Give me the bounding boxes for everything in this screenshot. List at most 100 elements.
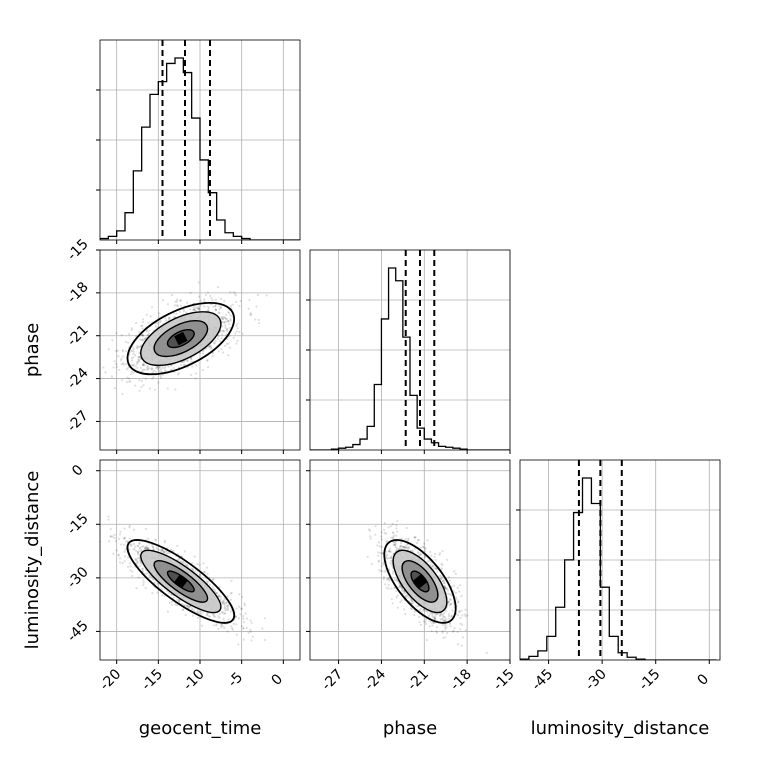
sample-point — [138, 564, 142, 568]
sample-point — [124, 536, 127, 539]
sample-point — [138, 351, 141, 355]
sample-point — [146, 547, 149, 550]
sample-point — [456, 643, 460, 646]
sample-point — [173, 316, 176, 319]
sample-point — [485, 651, 488, 655]
sample-point — [121, 393, 124, 396]
sample-point — [374, 533, 377, 536]
sample-point — [443, 623, 446, 626]
sample-point — [382, 563, 385, 566]
sample-point — [441, 563, 444, 567]
sample-point — [444, 620, 447, 623]
sample-point — [455, 598, 458, 601]
sample-point — [143, 337, 147, 340]
sample-point — [413, 613, 416, 617]
sample-point — [453, 627, 456, 630]
sample-point — [448, 603, 451, 607]
panel-geocent_time-phase — [100, 250, 300, 450]
y-tick-label-phase: -18 — [64, 279, 91, 306]
sample-point — [442, 613, 445, 616]
sample-point — [128, 548, 131, 551]
sample-point — [386, 553, 389, 556]
sample-point — [224, 316, 227, 320]
sample-point — [214, 304, 217, 307]
sample-point — [223, 321, 226, 324]
sample-point — [249, 630, 252, 633]
sample-point — [186, 604, 189, 607]
sample-point — [385, 586, 388, 589]
sample-point — [400, 599, 403, 602]
sample-point — [119, 557, 122, 560]
sample-point — [193, 555, 196, 558]
sample-point — [416, 551, 420, 554]
sample-point — [120, 379, 123, 382]
sample-point — [405, 544, 408, 547]
sample-point — [460, 609, 463, 612]
sample-point — [227, 320, 230, 323]
sample-point — [171, 603, 174, 606]
sample-point — [449, 598, 452, 601]
sample-point — [161, 594, 164, 597]
sample-point — [136, 344, 139, 347]
sample-point — [136, 360, 139, 364]
sample-point — [391, 564, 394, 567]
sample-point — [457, 600, 460, 603]
sample-point — [139, 546, 142, 549]
sample-point — [378, 568, 381, 572]
sample-point — [104, 371, 107, 374]
sample-point — [411, 550, 414, 553]
sample-point — [433, 615, 437, 618]
sample-point — [395, 527, 398, 530]
sample-point — [231, 303, 234, 306]
sample-point — [220, 337, 223, 340]
sample-point — [214, 308, 218, 311]
sample-point — [164, 366, 167, 369]
sample-point — [142, 545, 145, 548]
sample-point — [225, 318, 228, 321]
sample-point — [433, 617, 437, 620]
sample-point — [206, 366, 210, 369]
sample-point — [377, 554, 380, 557]
sample-point — [424, 547, 427, 551]
sample-point — [242, 638, 245, 641]
sample-point — [135, 587, 138, 590]
sample-point — [395, 534, 398, 537]
sample-point — [444, 617, 447, 620]
sample-point — [217, 627, 220, 630]
sample-point — [142, 579, 145, 582]
sample-point — [438, 552, 442, 555]
sample-point — [173, 304, 177, 307]
sample-point — [258, 322, 261, 325]
sample-point — [444, 587, 447, 590]
sample-point — [249, 313, 252, 317]
sample-point — [445, 609, 448, 612]
sample-point — [422, 620, 425, 623]
sample-point — [226, 604, 229, 607]
sample-point — [192, 309, 195, 312]
sample-point — [242, 621, 245, 624]
sample-point — [382, 578, 385, 581]
y-tick-label-phase: -24 — [64, 365, 92, 393]
sample-point — [158, 370, 161, 373]
sample-point — [426, 611, 429, 614]
sample-point — [176, 305, 179, 308]
sample-point — [426, 539, 429, 542]
sample-point — [235, 300, 238, 304]
sample-point — [119, 561, 122, 564]
sample-point — [210, 347, 213, 350]
sample-point — [428, 625, 431, 628]
sample-point — [141, 334, 145, 337]
sample-point — [168, 316, 171, 319]
sample-point — [141, 364, 144, 367]
sample-point — [454, 596, 458, 599]
sample-point — [114, 540, 117, 543]
sample-point — [229, 291, 232, 294]
sample-point — [402, 546, 405, 549]
sample-point — [156, 548, 159, 551]
sample-point — [435, 630, 438, 633]
sample-point — [206, 612, 209, 616]
sample-point — [138, 330, 141, 333]
sample-point — [223, 626, 226, 630]
sample-point — [194, 309, 197, 312]
